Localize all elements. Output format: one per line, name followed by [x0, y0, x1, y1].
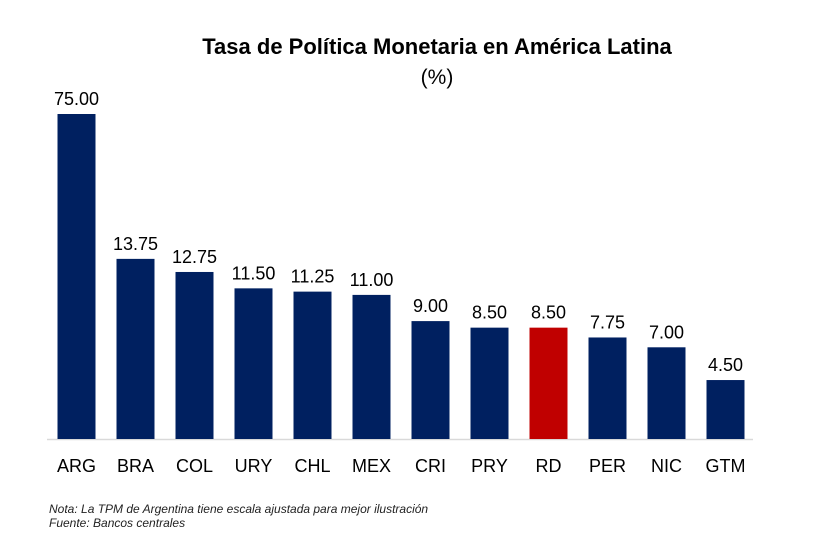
- chart-subtitle: (%): [420, 66, 454, 89]
- category-label-bra: BRA: [117, 456, 154, 476]
- bar-gtm: [706, 380, 745, 439]
- category-label-col: COL: [176, 456, 213, 476]
- bar-col: [175, 271, 214, 439]
- value-label-nic: 7.00: [649, 322, 684, 342]
- category-label-pry: PRY: [471, 456, 508, 476]
- bar-arg: [57, 114, 96, 439]
- category-label-arg: ARG: [57, 456, 96, 476]
- category-label-cri: CRI: [415, 456, 446, 476]
- value-label-mex: 11.00: [350, 270, 394, 290]
- value-label-ury: 11.50: [232, 263, 276, 283]
- value-label-pry: 8.50: [472, 303, 507, 323]
- footnote-scale: Nota: La TPM de Argentina tiene escala a…: [49, 502, 429, 516]
- category-label-gtm: GTM: [706, 456, 746, 476]
- bar-pry: [470, 327, 509, 439]
- category-label-mex: MEX: [352, 456, 391, 476]
- category-label-rd: RD: [536, 456, 562, 476]
- chart-title: Tasa de Política Monetaria en América La…: [202, 34, 672, 59]
- value-label-rd: 8.50: [531, 303, 566, 323]
- value-label-chl: 11.25: [291, 267, 335, 287]
- bar-bra: [116, 258, 155, 439]
- bar-chl: [293, 291, 332, 439]
- value-label-per: 7.75: [590, 312, 625, 332]
- value-label-gtm: 4.50: [708, 355, 743, 375]
- bar-ury: [234, 288, 273, 439]
- category-label-ury: URY: [235, 456, 273, 476]
- bar-mex: [352, 294, 391, 439]
- value-label-cri: 9.00: [413, 296, 448, 316]
- bar-rd: [529, 327, 568, 439]
- bar-nic: [647, 347, 686, 439]
- footnote-source: Fuente: Bancos centrales: [49, 516, 186, 530]
- bar-cri: [411, 321, 450, 439]
- value-label-col: 12.75: [172, 247, 217, 267]
- value-label-bra: 13.75: [113, 234, 158, 254]
- category-label-per: PER: [589, 456, 626, 476]
- category-label-chl: CHL: [294, 456, 330, 476]
- bar-per: [588, 337, 627, 439]
- value-label-arg: 75.00: [54, 89, 99, 109]
- category-label-nic: NIC: [651, 456, 682, 476]
